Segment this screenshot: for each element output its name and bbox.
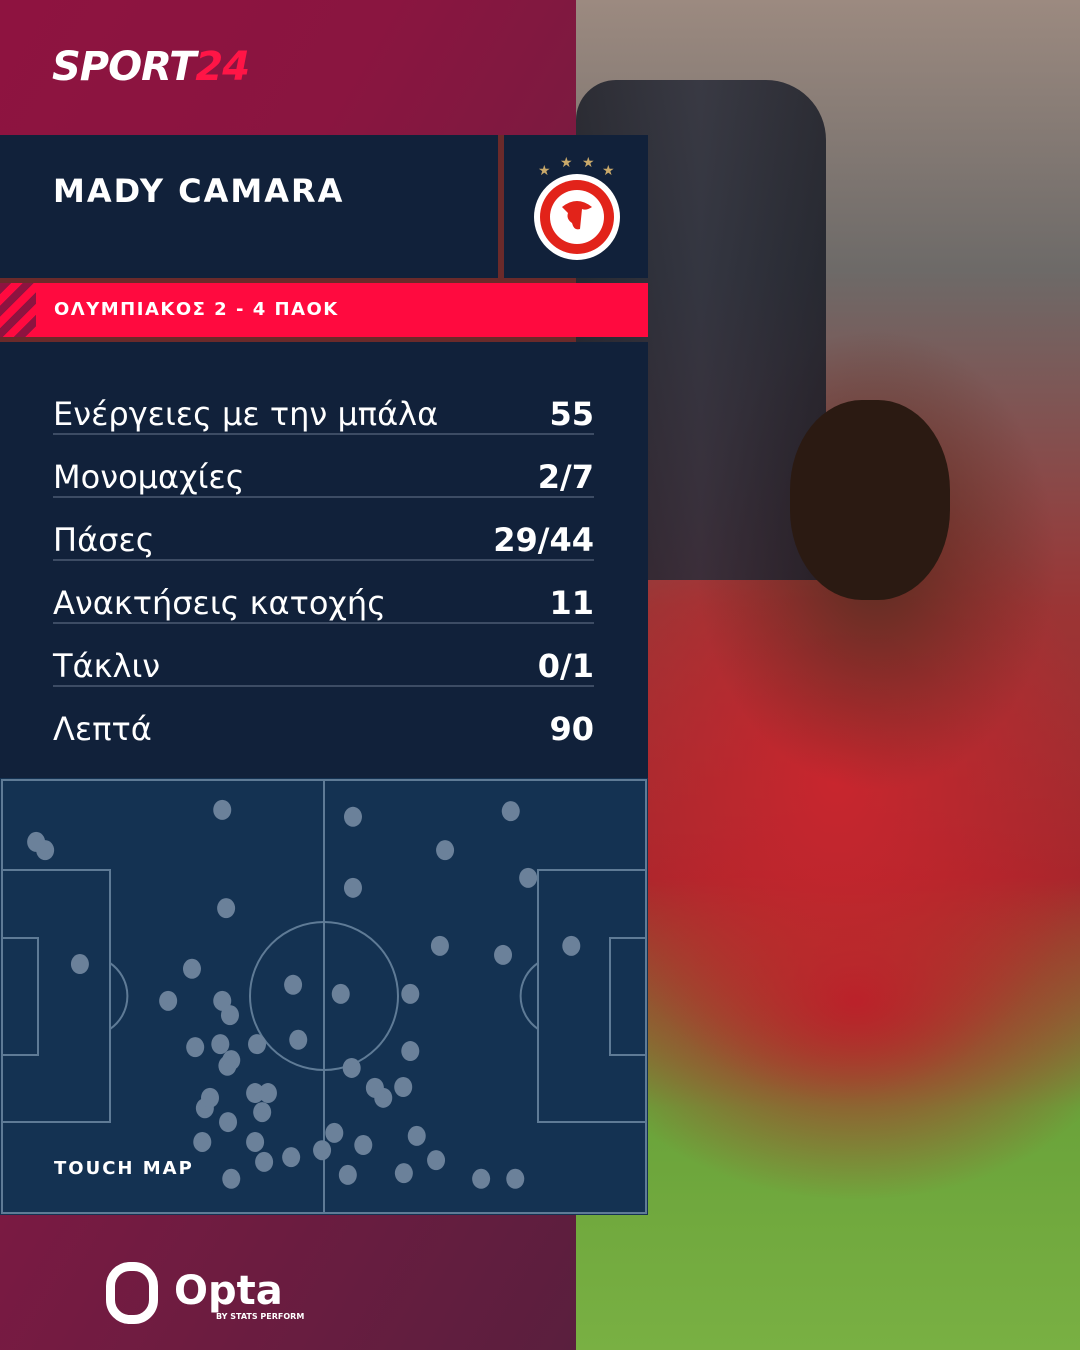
touch-point xyxy=(472,1168,491,1189)
touch-point xyxy=(325,1122,344,1143)
match-result-bar: ΟΛΥΜΠΙΑΚΟΣ 2 - 4 ΠΑΟΚ xyxy=(0,283,648,337)
stat-label: Μονομαχίες xyxy=(53,458,245,496)
stats-table: Ενέργειες με την μπάλα 55 Μονομαχίες 2/7 Π… xyxy=(0,342,648,778)
touch-point xyxy=(282,1147,301,1168)
touch-point xyxy=(401,983,420,1004)
touch-point xyxy=(193,1131,212,1152)
logo-number: 24 xyxy=(195,44,250,90)
stat-label: Πάσες xyxy=(53,521,155,559)
pitch-svg xyxy=(1,779,647,1214)
touch-point xyxy=(70,954,89,975)
touch-point xyxy=(222,1168,241,1189)
touch-point xyxy=(407,1125,426,1146)
stat-row: Λεπτά 90 xyxy=(53,687,594,750)
touch-point xyxy=(182,958,201,979)
olympiacos-crest-icon: ★ ★ ★ ★ xyxy=(534,155,620,260)
touch-point xyxy=(186,1037,205,1058)
touch-point xyxy=(394,1163,413,1184)
stat-row: Πάσες 29/44 xyxy=(53,498,594,561)
touch-points xyxy=(27,799,581,1189)
stat-label: Τάκλιν xyxy=(53,647,161,685)
touch-point xyxy=(313,1140,332,1161)
stat-row: Τάκλιν 0/1 xyxy=(53,624,594,687)
touch-point xyxy=(394,1076,413,1097)
pitch-lines xyxy=(1,779,647,1214)
touch-point xyxy=(211,1034,230,1055)
svg-text:★: ★ xyxy=(538,163,551,179)
stripe-decoration xyxy=(0,283,36,337)
player-name-box xyxy=(0,135,498,278)
touch-point xyxy=(506,1168,525,1189)
sport24-logo: SPORT24 xyxy=(52,44,250,90)
stat-value: 29/44 xyxy=(493,521,594,559)
touch-point xyxy=(201,1087,220,1108)
stat-row: Ενέργειες με την μπάλα 55 xyxy=(53,372,594,435)
touch-point xyxy=(255,1151,274,1172)
touch-point xyxy=(159,990,178,1011)
touch-point xyxy=(220,1005,239,1026)
player-head xyxy=(790,400,950,600)
touch-point xyxy=(289,1029,308,1050)
stat-value: 55 xyxy=(549,395,594,433)
touch-point xyxy=(342,1057,361,1078)
crest-box: ★ ★ ★ ★ xyxy=(504,135,648,278)
stat-row: Ανακτήσεις κατοχής 11 xyxy=(53,561,594,624)
touch-point xyxy=(217,898,236,919)
touch-point xyxy=(354,1135,373,1156)
touch-point xyxy=(284,974,303,995)
touch-point xyxy=(436,840,455,861)
touch-point xyxy=(218,1055,237,1076)
stat-label: Ενέργειες με την μπάλα xyxy=(53,395,439,433)
touch-point xyxy=(246,1131,265,1152)
stat-value: 90 xyxy=(549,710,594,748)
stat-row: Μονομαχίες 2/7 xyxy=(53,435,594,498)
footer-band xyxy=(0,1213,576,1350)
svg-text:★: ★ xyxy=(560,155,573,171)
touch-point xyxy=(213,799,232,820)
touch-point xyxy=(219,1112,238,1133)
opta-subtext: BY STATS PERFORM xyxy=(216,1312,305,1321)
touch-map xyxy=(0,778,648,1215)
touch-point xyxy=(36,840,55,861)
match-result: ΟΛΥΜΠΙΑΚΟΣ 2 - 4 ΠΑΟΚ xyxy=(54,299,339,320)
touch-point xyxy=(246,1083,265,1104)
touch-point xyxy=(427,1150,446,1171)
touch-point xyxy=(494,944,513,965)
svg-text:★: ★ xyxy=(602,163,615,179)
touch-point xyxy=(343,877,362,898)
touch-point xyxy=(519,867,538,888)
touch-point xyxy=(253,1102,272,1123)
header-band xyxy=(0,0,576,135)
touch-point xyxy=(374,1087,393,1108)
stat-value: 11 xyxy=(549,584,594,622)
stat-label: Λεπτά xyxy=(53,710,152,748)
touch-point xyxy=(258,1083,277,1104)
stat-value: 2/7 xyxy=(537,458,594,496)
touch-map-label: TOUCH MAP xyxy=(54,1158,194,1179)
touch-point xyxy=(331,983,350,1004)
touch-point xyxy=(248,1034,267,1055)
svg-text:★: ★ xyxy=(582,155,595,171)
touch-point xyxy=(401,1041,420,1062)
opta-o-icon xyxy=(106,1262,158,1324)
opta-text: Opta xyxy=(174,1268,283,1314)
player-name: MADY CAMARA xyxy=(53,172,345,210)
touch-point xyxy=(562,935,581,956)
touch-point xyxy=(338,1164,357,1185)
touch-point xyxy=(501,801,520,822)
touch-point xyxy=(343,806,362,827)
stat-label: Ανακτήσεις κατοχής xyxy=(53,584,386,622)
logo-text: SPORT xyxy=(52,44,196,90)
stat-value: 0/1 xyxy=(537,647,594,685)
touch-point xyxy=(430,935,449,956)
